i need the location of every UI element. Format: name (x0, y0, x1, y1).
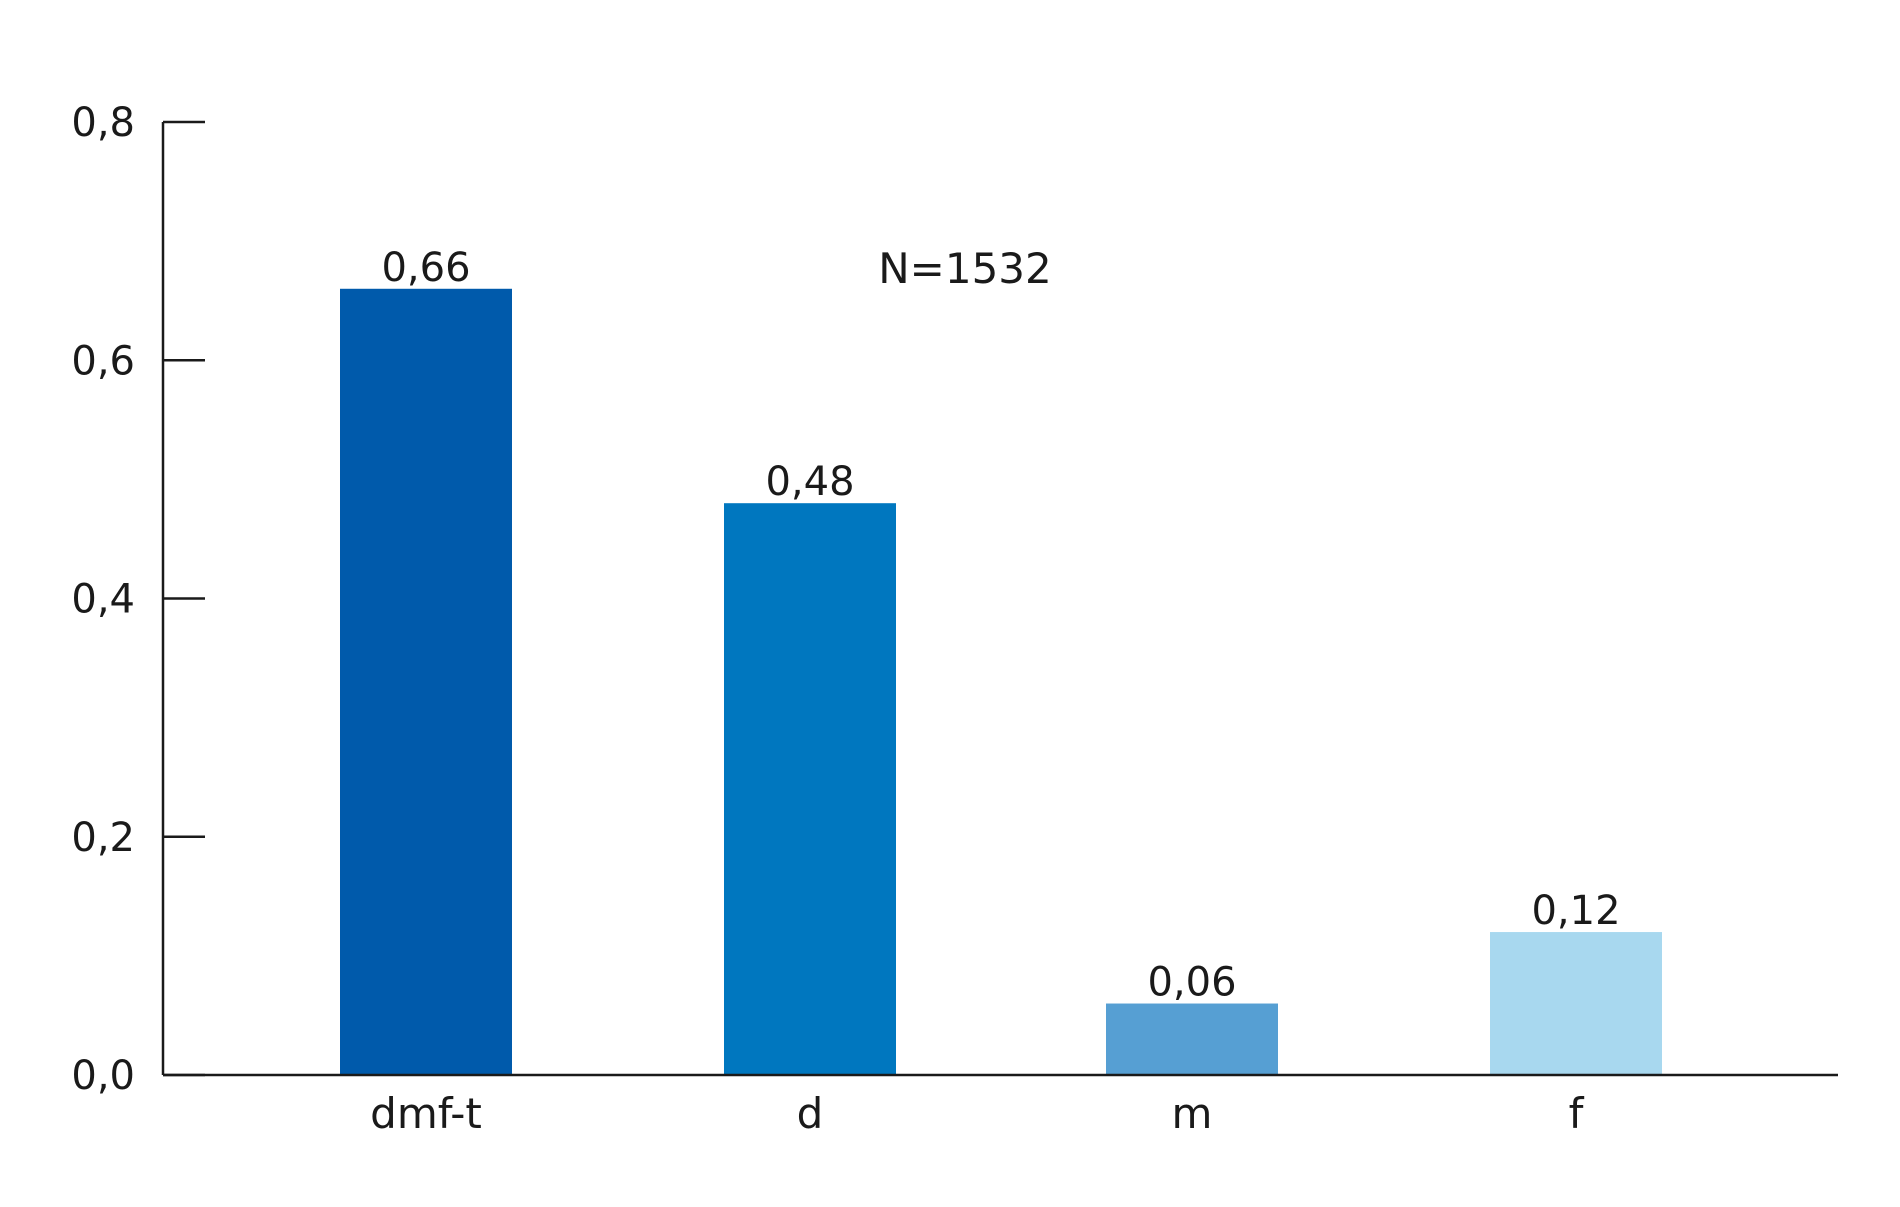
y-tick-label: 0,8 (71, 100, 135, 146)
bar-d (724, 503, 896, 1075)
bars: 0,66 0,48 0,06 0,12 (340, 245, 1662, 1075)
data-label: 0,48 (765, 459, 854, 505)
y-tick-label: 0,4 (71, 577, 135, 623)
bar-m (1106, 1003, 1278, 1075)
y-tick-label: 0,0 (71, 1053, 135, 1099)
data-label: 0,06 (1147, 960, 1236, 1006)
x-category-label: f (1569, 1089, 1585, 1138)
y-tick-label: 0,6 (71, 338, 135, 384)
sample-size-annotation: N=1532 (878, 244, 1052, 293)
x-category-label: d (797, 1089, 824, 1138)
y-axis: 0,0 0,2 0,4 0,6 0,8 (71, 100, 205, 1099)
x-axis: dmf-t d m f (163, 1073, 1838, 1138)
x-category-label: dmf-t (370, 1089, 482, 1138)
data-label: 0,12 (1531, 888, 1620, 934)
bar-dmf-t (340, 288, 512, 1075)
y-tick-label: 0,2 (71, 815, 135, 861)
x-category-label: m (1172, 1089, 1213, 1138)
bar-f (1490, 932, 1662, 1075)
data-label: 0,66 (381, 245, 470, 291)
